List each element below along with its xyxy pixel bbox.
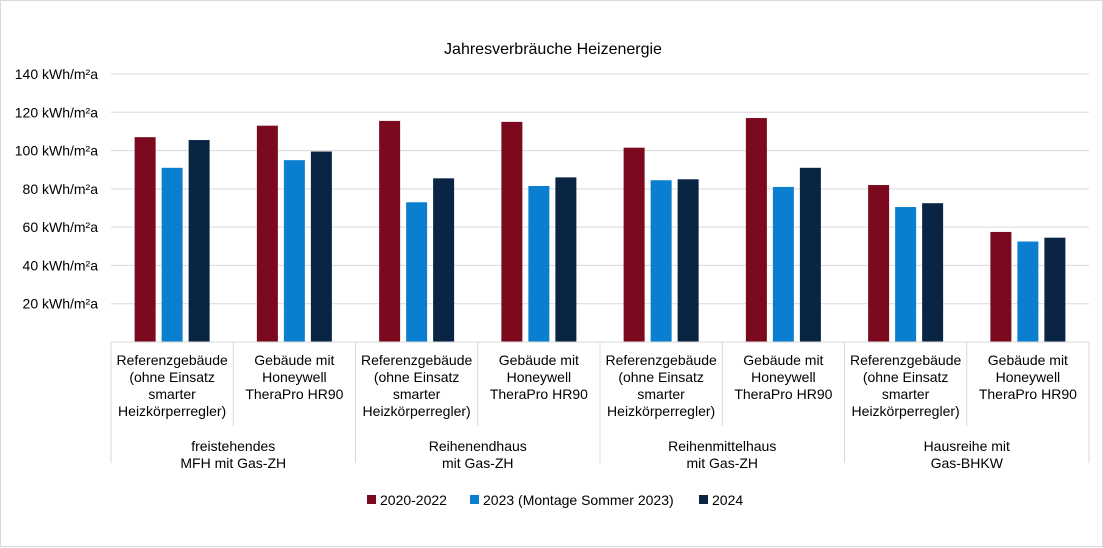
group-label: freistehendes [191, 438, 275, 454]
bar [1044, 237, 1066, 342]
category-label: Referenzgebäude [850, 352, 962, 368]
bar [990, 231, 1012, 342]
bar [868, 185, 890, 342]
bar [799, 167, 821, 342]
category-label: (ohne Einsatz [374, 369, 460, 385]
legend: 2020-2022 2023 (Montage Sommer 2023) 2024 [367, 492, 743, 508]
bar [677, 179, 699, 342]
category-label: Honeywell [507, 369, 572, 385]
legend-label: 2024 [712, 492, 743, 508]
bar [310, 151, 332, 342]
bar [555, 177, 577, 342]
bar [406, 202, 428, 342]
category-label: smarter [637, 386, 685, 402]
chart-title: Jahresverbräuche Heizenergie [444, 41, 662, 58]
y-tick-label: 80 kWh/m²a [23, 181, 99, 197]
x-axis: Referenzgebäude(ohne EinsatzsmarterHeizk… [110, 341, 1090, 471]
bar [745, 118, 767, 343]
category-label: TheraPro HR90 [245, 386, 343, 402]
group-label: mit Gas-ZH [686, 455, 758, 471]
category-label: Referenzgebäude [361, 352, 473, 368]
legend-label: 2020-2022 [380, 492, 447, 508]
legend-swatch [367, 495, 376, 504]
category-label: Gebäude mit [254, 352, 334, 368]
y-tick-label: 140 kWh/m²a [15, 66, 98, 82]
category-label: TheraPro HR90 [734, 386, 832, 402]
category-label: (ohne Einsatz [129, 369, 215, 385]
category-label: smarter [393, 386, 441, 402]
bar [161, 167, 183, 342]
category-label: Referenzgebäude [605, 352, 717, 368]
category-label: Honeywell [262, 369, 327, 385]
y-tick-label: 40 kWh/m²a [23, 257, 99, 273]
bar [379, 120, 401, 343]
bar [256, 125, 278, 342]
bar [501, 121, 523, 342]
bar [528, 185, 550, 342]
group-label: Gas-BHKW [931, 455, 1004, 471]
group-label: mit Gas-ZH [442, 455, 514, 471]
group-label: MFH mit Gas-ZH [180, 455, 286, 471]
category-label: Gebäude mit [499, 352, 579, 368]
y-tick-label: 100 kWh/m²a [15, 143, 98, 159]
bar [922, 203, 944, 342]
category-label: (ohne Einsatz [863, 369, 949, 385]
category-label: Heizkörperregler) [607, 403, 715, 419]
group-label: Reihenmittelhaus [668, 438, 776, 454]
bar [188, 140, 210, 342]
category-label: Referenzgebäude [116, 352, 228, 368]
bar [623, 147, 645, 342]
group-label: Reihenendhaus [429, 438, 527, 454]
bar [650, 180, 672, 342]
bars [134, 118, 1066, 343]
category-label: smarter [882, 386, 930, 402]
category-label: TheraPro HR90 [490, 386, 588, 402]
legend-swatch [470, 495, 479, 504]
legend-label: 2023 (Montage Sommer 2023) [483, 492, 674, 508]
bar [283, 160, 305, 342]
category-label: Heizkörperregler) [363, 403, 471, 419]
y-tick-label: 20 kWh/m²a [23, 296, 99, 312]
legend-swatch [699, 495, 708, 504]
category-label: Gebäude mit [988, 352, 1068, 368]
y-tick-label: 120 kWh/m²a [15, 104, 98, 120]
category-label: Heizkörperregler) [852, 403, 960, 419]
category-label: TheraPro HR90 [979, 386, 1077, 402]
bar [433, 178, 455, 342]
bar [772, 186, 794, 342]
category-label: Honeywell [996, 369, 1061, 385]
y-tick-label: 60 kWh/m²a [23, 219, 99, 235]
category-label: Gebäude mit [743, 352, 823, 368]
category-label: Heizkörperregler) [118, 403, 226, 419]
category-label: Honeywell [751, 369, 816, 385]
category-label: smarter [148, 386, 196, 402]
bar [895, 207, 917, 342]
category-label: (ohne Einsatz [618, 369, 704, 385]
bar [1017, 241, 1039, 342]
bar [134, 137, 156, 342]
y-axis-labels: 20 kWh/m²a 40 kWh/m²a 60 kWh/m²a 80 kWh/m²a… [15, 66, 98, 312]
group-label: Hausreihe mit [924, 438, 1010, 454]
